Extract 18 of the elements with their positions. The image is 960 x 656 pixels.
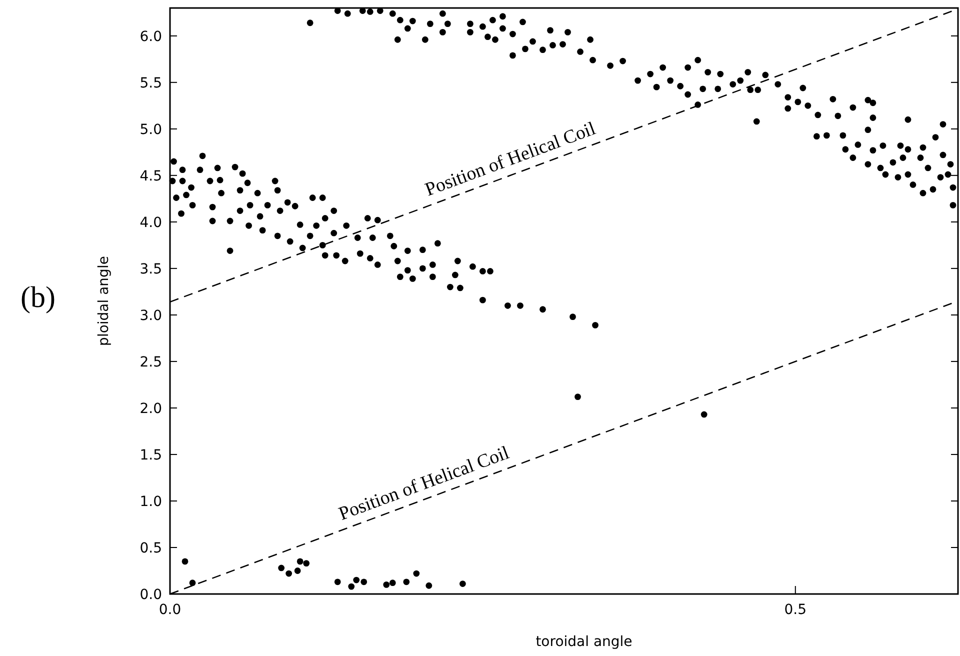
- y-axis-title: ploidal angle: [96, 256, 112, 346]
- y-tick-label: 0.5: [140, 540, 162, 556]
- y-tick-label: 5.5: [140, 75, 162, 92]
- annotation: Position of Helical Coil: [336, 442, 512, 525]
- y-tick-label: 4.0: [140, 214, 162, 231]
- x-axis-title: toroidal angle: [536, 634, 632, 650]
- y-tick-label: 2.5: [140, 354, 162, 370]
- y-tick-label: 1.0: [140, 494, 162, 510]
- y-tick-label: 3.5: [140, 261, 162, 278]
- annotation: Position of Helical Coil: [422, 118, 598, 201]
- y-tick-label: 0.0: [140, 586, 162, 603]
- text: (b): [20, 281, 56, 314]
- y-tick-label: 1.5: [140, 447, 162, 464]
- y-tick-label: 4.5: [140, 168, 162, 184]
- y-tick-label: 3.0: [140, 308, 162, 324]
- y-tick-label: 6.0: [140, 28, 162, 45]
- y-tick-label: 5.0: [140, 122, 162, 138]
- y-tick-label: 2.0: [140, 400, 162, 417]
